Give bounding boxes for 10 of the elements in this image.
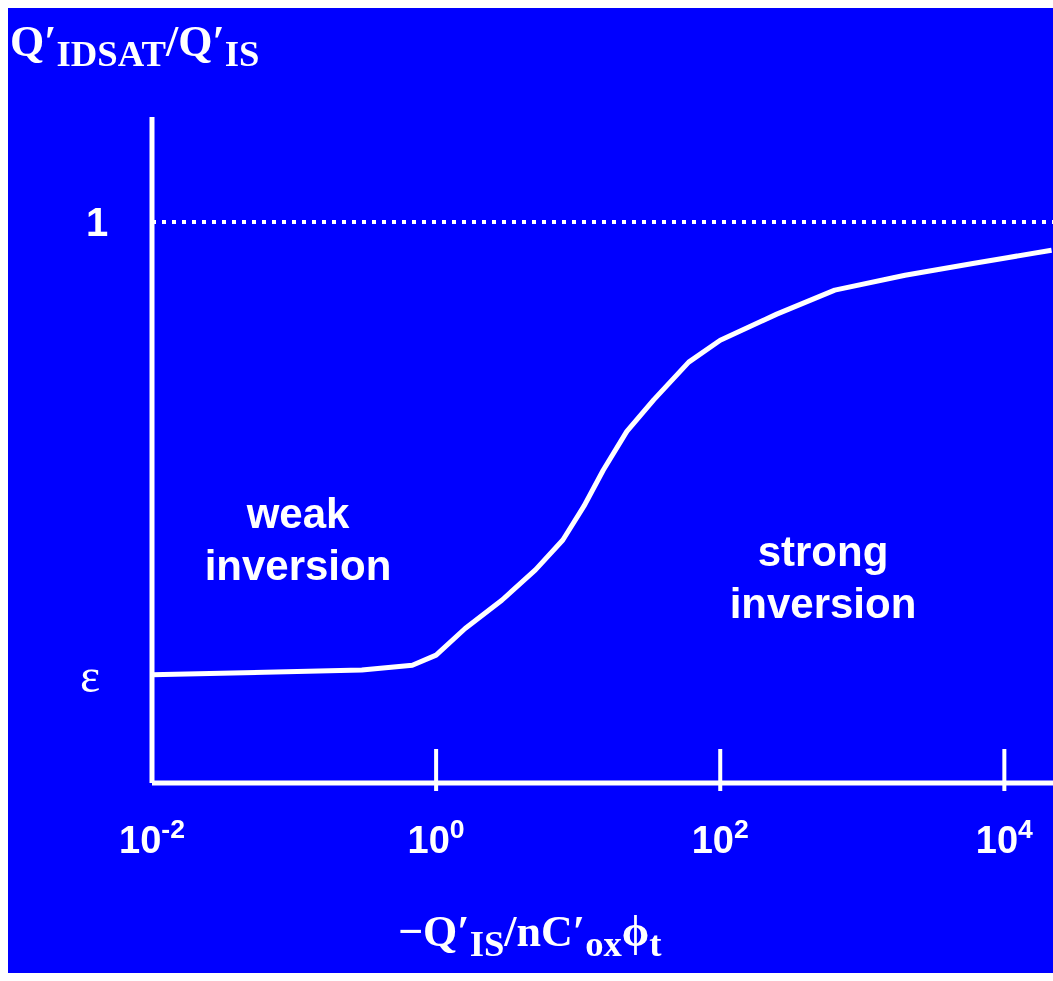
x-tick-label: 10$^{4}$ bbox=[975, 814, 1034, 861]
x-tick-label: 10$^{0}$ bbox=[407, 814, 465, 861]
x-tick-label: 10$^{-2}$ bbox=[119, 814, 185, 861]
ref-line-label: 1 bbox=[85, 199, 109, 244]
text: ε bbox=[78, 649, 102, 702]
y-axis-title: Q′$_{IDSAT}$/Q′$_{IS}$ bbox=[10, 16, 260, 75]
annotation: strong inversion bbox=[728, 527, 918, 629]
x-tick-label: 10$^{2}$ bbox=[691, 814, 749, 861]
annotation: weak inversion bbox=[203, 489, 393, 591]
x-axis-title: −Q′$_{IS}$/nC′$_{ox}$ϕ$_{t}$ bbox=[398, 906, 662, 965]
